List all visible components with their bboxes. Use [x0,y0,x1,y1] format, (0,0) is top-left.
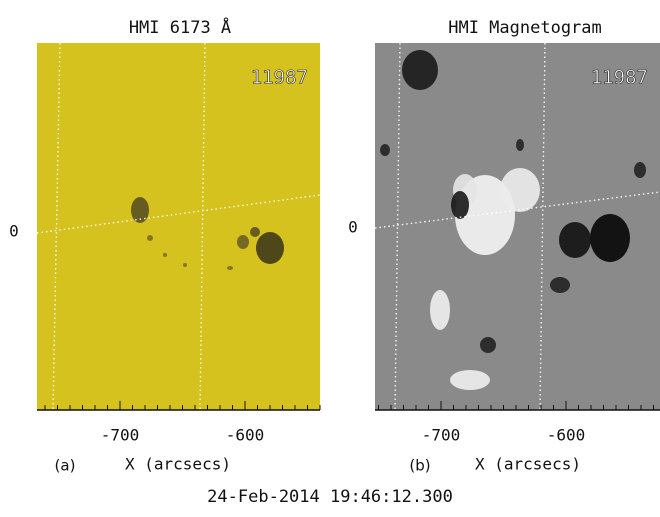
y-label: 0 [348,218,358,237]
feature [500,168,540,212]
timestamp: 24-Feb-2014 19:46:12.300 [207,487,453,507]
x-tick-label: -700 [101,426,140,445]
feature [590,214,630,262]
x-tick-label: -600 [226,426,265,445]
feature [237,235,249,249]
y-label: 0 [9,222,19,241]
grid-line [374,191,660,229]
x-axis-label: X (arcsecs) [475,455,581,474]
feature [402,50,438,90]
x-tick-label: -700 [422,426,461,445]
panel-tag: (a) [55,457,76,475]
panel-title: HMI Magnetogram [448,18,602,38]
feature [450,370,490,390]
feature [634,162,646,178]
feature [380,144,390,156]
region-label: 11987 [591,67,648,89]
solar-image [374,42,660,411]
x-tick-label: -600 [547,426,586,445]
feature [516,139,524,151]
feature [163,253,167,257]
feature [430,290,450,330]
solar-image [36,42,321,411]
panel-tag: (b) [409,457,430,475]
region-label: 11987 [251,67,308,89]
feature [451,191,469,219]
feature [480,337,496,353]
feature [550,277,570,293]
feature [227,266,233,270]
x-axis-label: X (arcsecs) [125,455,231,474]
image-background [37,43,320,410]
feature [183,263,187,267]
feature [250,227,260,237]
feature [147,235,153,241]
feature [131,197,149,223]
panel-title: HMI 6173 Å [129,16,231,38]
feature [256,232,284,264]
feature [559,222,591,258]
